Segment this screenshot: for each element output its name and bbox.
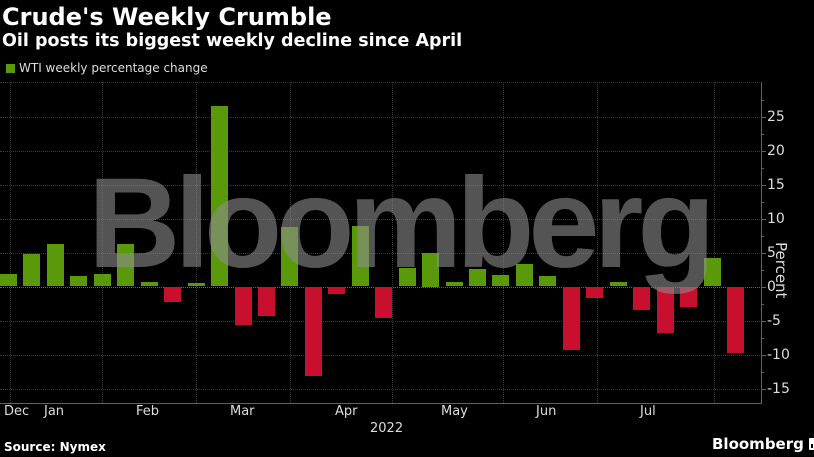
y-tick-label: 10 <box>767 210 785 227</box>
y-minor-tick <box>762 133 764 135</box>
legend-label: WTI weekly percentage change <box>19 61 208 75</box>
y-tick-label: 25 <box>767 108 785 125</box>
y-tick-mark <box>762 116 766 118</box>
y-tick-label: 5 <box>767 244 776 261</box>
bar <box>398 268 416 287</box>
y-axis-title: Percent <box>772 242 790 299</box>
y-minor-tick <box>762 269 764 271</box>
y-tick-mark <box>762 218 766 220</box>
grid-line-h <box>0 354 762 356</box>
y-tick-mark <box>762 150 766 152</box>
bar <box>23 253 41 287</box>
y-tick-mark <box>762 388 766 390</box>
x-tick-label: May <box>441 404 468 419</box>
chart-title: Crude's Weekly Crumble <box>2 3 332 31</box>
bar <box>680 286 698 307</box>
y-tick-mark <box>762 252 766 254</box>
y-minor-tick <box>762 99 764 101</box>
bar <box>609 282 627 287</box>
bar <box>492 274 510 287</box>
grid-line-h <box>0 184 762 186</box>
y-tick-mark <box>762 286 766 288</box>
y-minor-tick <box>762 201 764 203</box>
bar <box>211 106 229 287</box>
y-tick-mark <box>762 354 766 356</box>
bar <box>0 274 17 287</box>
y-tick-label: 20 <box>767 142 785 159</box>
grid-line-v <box>196 82 197 403</box>
y-minor-tick <box>762 371 764 373</box>
chart-icon <box>808 438 814 450</box>
bar <box>164 286 182 303</box>
bar <box>140 281 158 287</box>
bar <box>281 226 299 287</box>
legend: WTI weekly percentage change <box>6 61 208 75</box>
bar <box>703 257 721 287</box>
bar <box>257 286 275 316</box>
bar <box>328 286 346 294</box>
bar <box>445 282 463 287</box>
bar <box>351 225 369 287</box>
bar <box>187 283 205 287</box>
x-tick-label: Jul <box>640 404 656 419</box>
grid-line-v <box>714 82 715 403</box>
y-minor-tick <box>762 303 764 305</box>
y-minor-tick <box>762 337 764 339</box>
y-tick-label: -10 <box>767 346 790 363</box>
y-tick-label: -15 <box>767 380 790 397</box>
grid-line-h <box>0 116 762 118</box>
legend-swatch <box>6 63 15 73</box>
bar <box>422 252 440 287</box>
bar <box>562 286 580 350</box>
x-tick-label: Apr <box>335 404 358 419</box>
bar <box>656 286 674 334</box>
plot-area <box>0 82 762 403</box>
grid-line-v <box>597 82 598 403</box>
grid-line-h <box>0 82 762 83</box>
y-tick-mark <box>762 320 766 322</box>
x-tick-label: Mar <box>230 404 255 419</box>
grid-line-h <box>0 252 762 254</box>
grid-line-h <box>0 218 762 220</box>
bar <box>93 273 111 287</box>
y-minor-tick <box>762 167 764 169</box>
bar <box>515 264 533 287</box>
grid-line-h <box>0 320 762 322</box>
x-axis-year: 2022 <box>370 421 404 436</box>
grid-line-h <box>0 150 762 152</box>
source-note: Source: Nymex <box>4 440 106 454</box>
bar <box>234 286 252 325</box>
y-tick-label: -5 <box>767 312 781 329</box>
bar <box>117 243 135 287</box>
y-minor-tick <box>762 235 764 237</box>
bar <box>726 286 744 354</box>
bar <box>46 244 64 287</box>
bar <box>539 276 557 287</box>
bar <box>304 286 322 376</box>
x-tick-label: Dec <box>4 404 30 419</box>
y-tick-label: 0 <box>767 278 776 295</box>
bar <box>469 268 486 287</box>
x-axis-line <box>0 403 762 404</box>
y-tick-label: 15 <box>767 176 785 193</box>
grid-line-v <box>392 82 393 403</box>
brand-name: Bloomberg <box>712 435 804 453</box>
brand-logo: Bloomberg <box>712 435 814 453</box>
x-tick-label: Jun <box>536 404 557 419</box>
y-tick-mark <box>762 184 766 186</box>
x-tick-label: Feb <box>136 404 160 419</box>
x-tick-label: Jan <box>44 404 65 419</box>
chart-subtitle: Oil posts its biggest weekly decline sin… <box>2 31 463 51</box>
bar <box>586 286 604 299</box>
bar <box>633 286 651 310</box>
bar <box>375 286 393 318</box>
grid-line-h <box>0 388 762 390</box>
grid-line-v <box>102 82 103 403</box>
y-axis-line <box>761 82 762 404</box>
grid-line-v <box>10 82 11 403</box>
grid-line-v <box>503 82 504 403</box>
bar <box>70 276 88 287</box>
